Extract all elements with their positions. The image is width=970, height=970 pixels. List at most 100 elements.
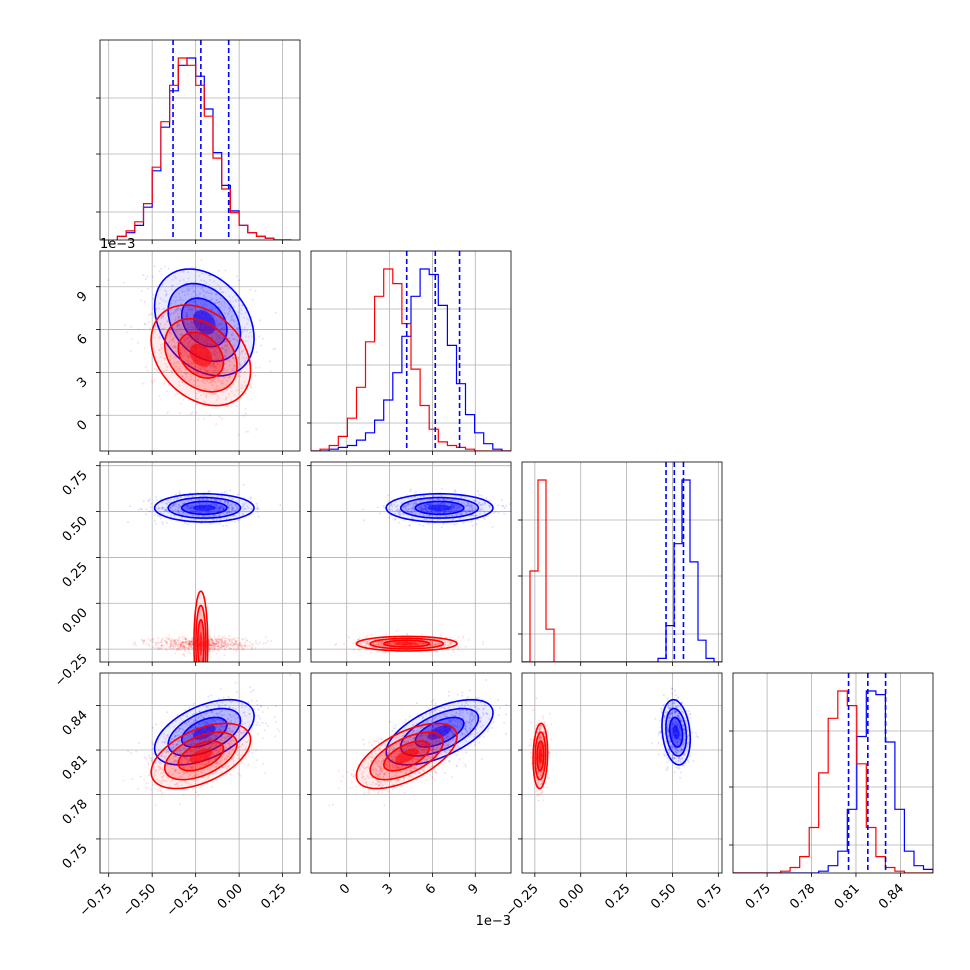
scatter-point — [225, 349, 228, 352]
scatter-point — [212, 519, 215, 522]
scatter-point — [232, 372, 235, 375]
scatter-point — [209, 745, 211, 748]
scatter-point — [177, 511, 180, 514]
scatter-point — [180, 649, 183, 652]
scatter-point — [189, 644, 192, 647]
scatter-point — [240, 352, 242, 355]
scatter-point — [218, 507, 220, 510]
scatter-point — [178, 328, 181, 331]
scatter-point — [471, 514, 474, 516]
scatter-point — [157, 324, 159, 327]
scatter-point — [234, 300, 237, 303]
scatter-point — [190, 741, 193, 743]
scatter-point — [450, 642, 453, 645]
scatter-point — [418, 523, 421, 526]
scatter-point — [143, 301, 146, 304]
scatter-point — [216, 500, 219, 502]
scatter-point — [159, 498, 162, 501]
scatter-point — [364, 640, 367, 642]
scatter-point — [463, 504, 466, 507]
scatter-point — [217, 706, 220, 709]
scatter-point — [210, 718, 213, 721]
scatter-point — [214, 644, 216, 647]
scatter-point — [225, 512, 228, 515]
scatter-point — [199, 511, 202, 514]
scatter-point — [185, 345, 188, 348]
scatter-point — [469, 505, 471, 508]
scatter-point — [244, 312, 247, 314]
scatter-point — [471, 508, 474, 511]
scatter-point — [188, 641, 191, 644]
scatter-point — [183, 647, 186, 650]
scatter-point — [475, 500, 478, 503]
scatter-point — [219, 522, 221, 525]
scatter-point — [198, 502, 201, 505]
scatter-point — [233, 643, 236, 646]
scatter-point — [179, 352, 182, 354]
scatter-point — [173, 312, 175, 315]
scatter-point — [140, 508, 143, 511]
scatter-point — [189, 510, 192, 513]
scatter-point — [218, 301, 221, 304]
scatter-point — [424, 505, 427, 508]
scatter-point — [429, 511, 432, 514]
scatter-point — [429, 644, 432, 647]
scatter-point — [177, 315, 179, 318]
scatter-point — [453, 523, 456, 526]
scatter-point — [215, 514, 218, 517]
scatter-point — [187, 289, 190, 292]
scatter-point — [163, 289, 166, 292]
scatter-point — [208, 648, 211, 651]
scatter-point — [429, 511, 432, 514]
scatter-point — [456, 522, 459, 525]
scatter-point — [406, 503, 409, 506]
scatter-point — [167, 267, 170, 270]
scatter-point — [483, 510, 486, 513]
scatter-point — [408, 511, 411, 514]
scatter-point — [491, 526, 494, 529]
scatter-point — [200, 325, 203, 328]
scatter-point — [187, 641, 190, 644]
scatter-point — [227, 507, 230, 510]
scatter-point — [434, 642, 437, 645]
scatter-point — [422, 495, 425, 498]
scatter-point — [393, 503, 396, 506]
scatter-point — [247, 318, 250, 321]
scatter-point — [182, 646, 185, 649]
scatter-point — [218, 500, 221, 503]
scatter-point — [213, 503, 216, 506]
scatter-point — [219, 324, 221, 327]
scatter-point — [170, 312, 173, 315]
scatter-point — [188, 348, 191, 351]
scatter-point — [210, 510, 213, 513]
scatter-point — [387, 507, 389, 510]
scatter-point — [481, 509, 484, 511]
scatter-point — [213, 703, 216, 706]
scatter-point — [417, 644, 419, 646]
scatter-point — [212, 364, 215, 366]
scatter-point — [246, 329, 249, 332]
scatter-point — [254, 289, 257, 292]
scatter-point — [149, 640, 152, 643]
scatter-point — [216, 338, 219, 341]
scatter-point — [425, 505, 428, 508]
scatter-point — [182, 641, 185, 644]
scatter-point — [421, 642, 424, 645]
scatter-point — [188, 642, 191, 645]
scatter-point — [157, 506, 160, 509]
scatter-point — [168, 646, 171, 649]
scatter-point — [188, 340, 191, 343]
scatter-point — [185, 643, 187, 646]
scatter-point — [187, 642, 190, 645]
scatter-point — [257, 708, 260, 711]
scatter-point — [215, 293, 218, 296]
scatter-point — [455, 506, 458, 509]
scatter-point — [228, 729, 231, 731]
scatter-point — [179, 279, 181, 282]
scatter-point — [216, 361, 219, 364]
scatter-point — [213, 643, 215, 646]
scatter-point — [229, 340, 232, 342]
scatter-point — [166, 499, 169, 502]
scatter-point — [228, 337, 231, 340]
scatter-point — [185, 353, 188, 356]
